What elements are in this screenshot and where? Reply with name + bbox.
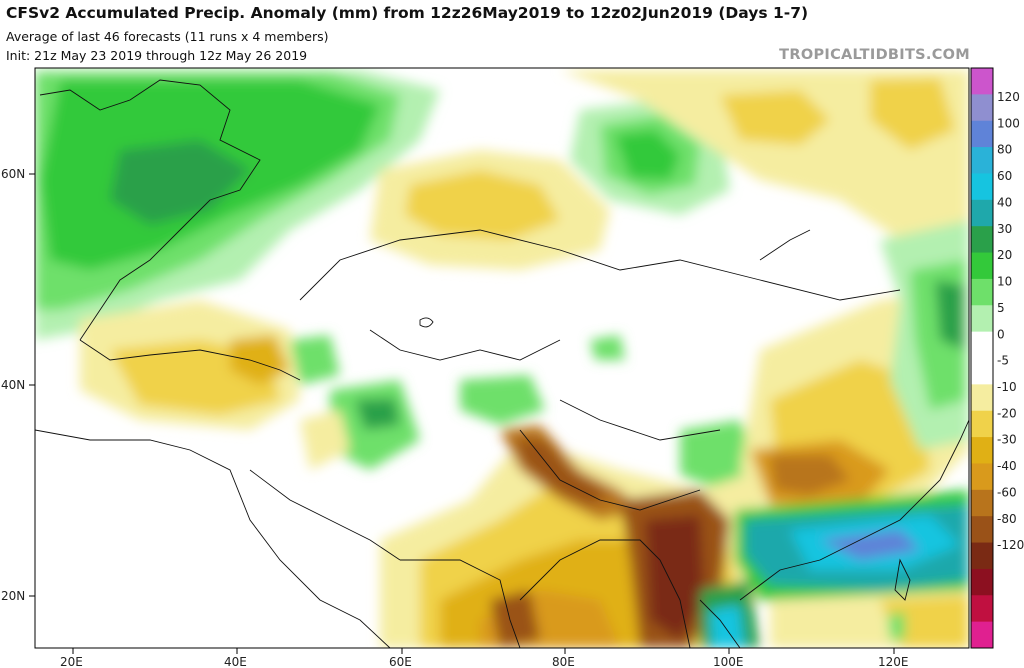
colorbar-swatch xyxy=(971,199,993,227)
colorbar-swatch xyxy=(971,516,993,544)
colorbar-swatch xyxy=(971,437,993,464)
colorbar-swatch xyxy=(971,568,993,596)
map-title: CFSv2 Accumulated Precip. Anomaly (mm) f… xyxy=(6,4,809,22)
colorbar-label: 60 xyxy=(997,169,1012,183)
lon-axis: 20E 40E 60E 80E 100E 120E xyxy=(60,648,909,668)
colorbar-swatch xyxy=(971,463,993,491)
colorbar-label: 10 xyxy=(997,275,1012,289)
colorbar-swatch xyxy=(971,278,993,306)
colorbar-label: 30 xyxy=(997,222,1012,236)
colorbar-swatch xyxy=(971,358,993,385)
colorbar-labels: 120 100 80 60 40 30 20 10 5 0 -5 -10 -20… xyxy=(997,90,1024,552)
lat-label: 40N xyxy=(1,378,25,392)
lon-label: 20E xyxy=(60,655,83,668)
coastlines xyxy=(35,79,969,648)
colorbar-frame xyxy=(970,67,994,649)
colorbar-label: 100 xyxy=(997,116,1020,130)
init-time: Init: 21z May 23 2019 through 12z May 26… xyxy=(6,48,308,63)
map-frame xyxy=(34,67,970,649)
colorbar-label: 80 xyxy=(997,143,1012,157)
map-subtitle: Average of last 46 forecasts (11 runs x … xyxy=(6,29,329,44)
colorbar-label: -120 xyxy=(997,538,1024,552)
colorbar-swatch xyxy=(971,226,993,254)
lon-label: 120E xyxy=(878,655,909,668)
colorbar-swatch xyxy=(971,621,993,649)
colorbar-label: -10 xyxy=(997,380,1017,394)
colorbar-label: -20 xyxy=(997,406,1017,420)
colorbar-swatch xyxy=(971,410,993,438)
colorbar-label: 0 xyxy=(997,327,1005,341)
colorbar-swatch xyxy=(971,252,993,280)
lon-label: 40E xyxy=(224,655,247,668)
colorbar-label: 5 xyxy=(997,301,1005,315)
lat-axis: 60N 40N 20N xyxy=(1,167,35,603)
colorbar-label: 20 xyxy=(997,248,1012,262)
lon-label: 60E xyxy=(389,655,412,668)
colorbar-label: -30 xyxy=(997,433,1017,447)
colorbar-swatch xyxy=(971,542,993,570)
colorbar-swatch xyxy=(971,120,993,148)
colorbar-swatch xyxy=(971,147,993,174)
colorbar xyxy=(970,67,994,649)
colorbar-label: 120 xyxy=(997,90,1020,104)
colorbar-swatch xyxy=(971,305,993,333)
colorbar-label: 40 xyxy=(997,195,1012,209)
colorbar-label: -5 xyxy=(997,354,1009,368)
colorbar-swatch xyxy=(971,68,993,95)
colorbar-swatch xyxy=(971,173,993,201)
lat-label: 20N xyxy=(1,589,25,603)
lat-label: 60N xyxy=(1,167,25,181)
colorbar-swatch xyxy=(971,94,993,122)
lon-label: 100E xyxy=(713,655,744,668)
colorbar-swatch xyxy=(971,331,993,359)
colorbar-swatch xyxy=(971,489,993,517)
colorbar-label: -80 xyxy=(997,512,1017,526)
colorbar-swatch xyxy=(971,595,993,623)
brand-watermark: TROPICALTIDBITS.COM xyxy=(779,47,970,63)
colorbar-swatch xyxy=(971,384,993,412)
colorbar-label: -60 xyxy=(997,485,1017,499)
colorbar-label: -40 xyxy=(997,459,1017,473)
lon-label: 80E xyxy=(552,655,575,668)
anomaly-field xyxy=(35,68,969,648)
